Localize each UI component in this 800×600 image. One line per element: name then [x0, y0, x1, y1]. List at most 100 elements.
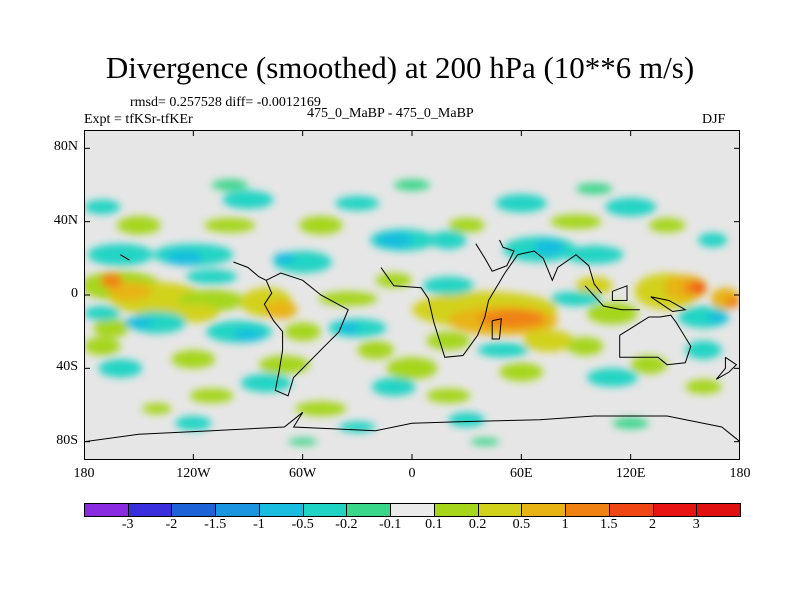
field-patch [299, 216, 343, 235]
colorbar-label: -0.5 [291, 517, 314, 532]
field-patch [375, 273, 412, 288]
field-patch [124, 317, 154, 328]
field-patch [725, 296, 740, 308]
field-patch [576, 276, 613, 295]
colorbar-label: 2 [649, 517, 657, 532]
field-patch [264, 300, 298, 319]
colorbar-cell [84, 503, 129, 517]
plot-title: Divergence (smoothed) at 200 hPa (10**6 … [105, 50, 695, 85]
field-patch [694, 282, 706, 294]
season-label: DJF [702, 112, 726, 127]
field-patch [479, 309, 545, 328]
coastline [611, 285, 628, 301]
field-patch [116, 216, 161, 235]
map-panel [84, 130, 740, 460]
field-patch [422, 276, 474, 295]
coastline [120, 254, 130, 261]
field-patch [258, 355, 310, 374]
field-patch [175, 416, 212, 431]
longitude-tick-label: 120E [615, 466, 646, 481]
field-patch [273, 252, 296, 264]
field-patch [523, 329, 575, 352]
field-patch [565, 245, 624, 264]
coastlines [84, 239, 740, 443]
field-patch [630, 355, 668, 374]
coastline [380, 267, 506, 358]
field-patch [586, 302, 638, 325]
field-patch [295, 401, 347, 417]
field-patch [222, 190, 274, 209]
colorbar-cell [302, 503, 348, 517]
field-patch [204, 218, 256, 233]
colorbar-cell [565, 503, 610, 517]
colorbar-cell [215, 503, 260, 517]
field-patch [288, 438, 318, 446]
experiment-label: Expt = tfKSr-tfKEr [84, 112, 193, 127]
colorbar-cell [652, 503, 698, 517]
colorbar-label: -0.2 [335, 517, 358, 532]
field-patch [189, 388, 234, 404]
colorbar-label: 0.2 [468, 517, 487, 532]
coastline [263, 272, 349, 397]
field-patch [477, 342, 529, 358]
field-patch [127, 311, 187, 334]
field-patch [371, 377, 416, 396]
field-patch [605, 197, 657, 217]
coastline [233, 261, 267, 281]
field-patch [98, 359, 143, 378]
longitude-tick-label: 60E [510, 466, 533, 481]
field-patch [495, 194, 547, 213]
field-patch [470, 438, 500, 446]
longitude-tick-label: 180 [729, 466, 751, 481]
coastline [491, 318, 502, 340]
field-patch [448, 218, 485, 233]
field-patch [426, 388, 471, 404]
field-patch [186, 269, 238, 284]
field-patch [534, 240, 564, 255]
field-patch [386, 357, 438, 380]
stats-label: rmsd= 0.257528 diff= -0.0012169 [130, 95, 321, 110]
field-patch [142, 403, 172, 415]
colorbar-cell [346, 503, 392, 517]
latitude-tick-label: 40N [53, 212, 78, 228]
latitude-tick-label: 0 [71, 286, 78, 301]
field-patch [337, 322, 360, 334]
colorbar-cell [171, 503, 217, 517]
field-patch [375, 232, 412, 248]
colorbar-cell [696, 503, 741, 517]
coastline [650, 296, 687, 313]
field-patch [707, 311, 729, 323]
field-patch [335, 196, 380, 211]
coastline [619, 314, 692, 366]
colorbar-cell [127, 503, 173, 517]
field-patch [550, 291, 602, 306]
colorbar-label: 0.1 [425, 517, 443, 532]
field-patch [430, 230, 467, 250]
field-patch [107, 282, 152, 301]
field-patch [586, 368, 638, 387]
field-patch [566, 337, 604, 356]
coastline [84, 411, 740, 443]
field-patch [499, 362, 544, 382]
divergence-field [84, 179, 740, 446]
colorbar-label: 1 [561, 517, 569, 532]
colorbar-label: 3 [692, 517, 700, 532]
field-patch [550, 214, 602, 229]
colorbar-cell [390, 503, 435, 517]
colorbar-cell [608, 503, 654, 517]
field-patch [648, 218, 686, 233]
colorbar-label: -2 [165, 517, 178, 532]
field-patch [393, 179, 431, 191]
colorbar-label: 1.5 [600, 517, 618, 532]
field-patch [357, 340, 394, 360]
colorbar [84, 503, 741, 517]
coastline [504, 250, 602, 294]
field-patch [284, 322, 321, 341]
colorbar-label: -1 [253, 517, 265, 532]
field-patch [426, 331, 471, 350]
axis-ticks [84, 130, 740, 460]
colorbar-cell [477, 503, 523, 517]
field-patch [698, 232, 728, 248]
longitude-tick-label: 0 [408, 466, 416, 481]
latitude-tick-label: 80S [56, 432, 78, 448]
